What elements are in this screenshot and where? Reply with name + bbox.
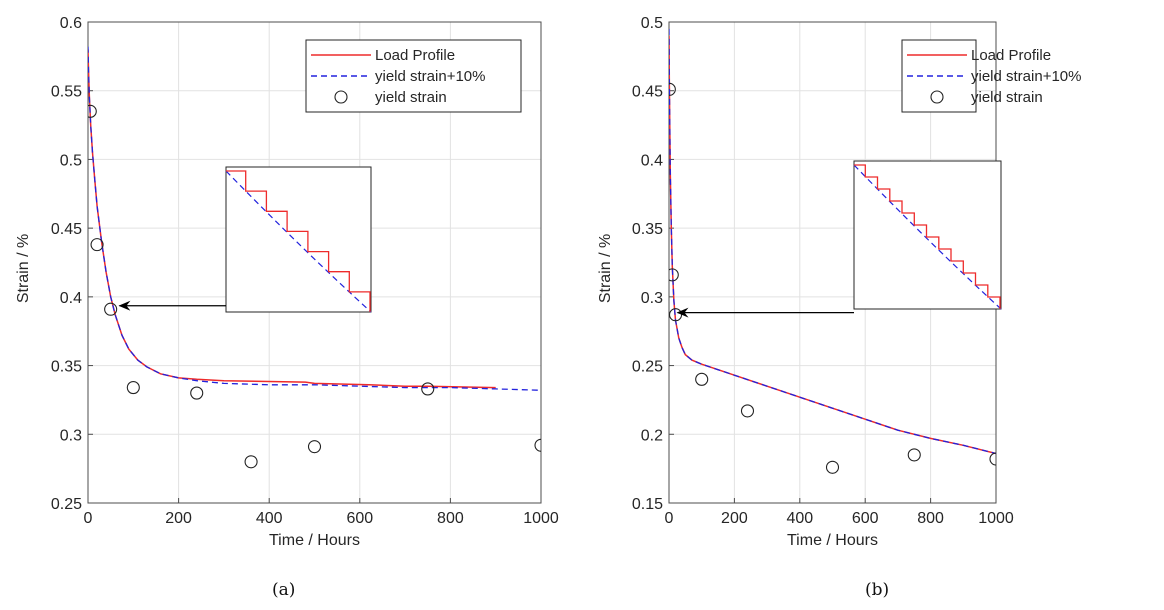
yield-strain-point — [90, 238, 104, 252]
x-tick-label: 0 — [665, 510, 674, 527]
y-axis-label: Strain / % — [597, 234, 614, 303]
yield-plus-10-line — [88, 46, 541, 391]
yield-strain-point — [989, 452, 996, 466]
inset-load-profile-steps — [854, 164, 1001, 309]
x-tick-label: 600 — [346, 510, 373, 527]
x-tick-label: 400 — [786, 510, 813, 527]
yield-strain-point — [244, 455, 258, 469]
yield-strain-point — [126, 381, 140, 395]
yield-strain-point — [740, 404, 755, 418]
y-axis-label: Strain / % — [15, 234, 32, 303]
yield-strain-point — [907, 448, 921, 462]
x-tick-label: 200 — [165, 510, 192, 527]
x-tick-label: 400 — [256, 510, 283, 527]
x-tick-label: 1000 — [523, 510, 559, 527]
y-tick-label: 0.3 — [60, 427, 82, 444]
yield-strain-point — [307, 440, 322, 454]
x-axis-label: Time / Hours — [269, 532, 360, 549]
yield-strain-point — [190, 386, 204, 400]
chart-b: 0 200 400 600 800 1000 0.15 0.2 0.25 0.3 0.35 0.4 0.… — [597, 15, 1081, 549]
yield-strain-point — [104, 302, 118, 316]
series-group — [88, 46, 541, 469]
yield-strain-point — [88, 104, 97, 118]
y-tick-label: 0.45 — [51, 221, 82, 238]
y-tick-label: 0.5 — [60, 152, 82, 169]
y-tick-label: 0.3 — [641, 290, 663, 307]
x-axis-label: Time / Hours — [787, 532, 878, 549]
load-profile-line — [88, 49, 496, 389]
y-tick-label: 0.5 — [641, 15, 663, 32]
caption-b: (b) — [865, 580, 890, 600]
chart-panel-b: 0 200 400 600 800 1000 0.15 0.2 0.25 0.3 0.35 0.4 0.… — [582, 0, 1164, 610]
x-tick-label: 600 — [852, 510, 879, 527]
inset-yield-plus-curve — [853, 164, 1002, 310]
chart-a: 0 200 400 600 800 1000 0.25 0.3 0.35 0.4 0.45 0.5 0.… — [15, 15, 559, 549]
series-group — [669, 28, 996, 474]
yield-strain-point — [669, 82, 676, 96]
legend-label: yield strain — [375, 89, 447, 106]
yield-plus-10-line — [669, 28, 996, 455]
zoom-inset-box — [853, 160, 1002, 310]
x-tick-label: 0 — [84, 510, 93, 527]
y-tick-label: 0.4 — [60, 290, 82, 307]
y-tick-label: 0.25 — [632, 359, 663, 376]
yield-strain-point — [669, 268, 679, 282]
legend-marker-yield-strain — [930, 90, 944, 104]
yield-strain-point — [825, 460, 840, 474]
y-tick-label: 0.4 — [641, 152, 663, 169]
y-tick-label: 0.55 — [51, 84, 82, 101]
y-tick-label: 0.45 — [632, 84, 663, 101]
x-tick-label: 800 — [437, 510, 464, 527]
x-tick-label: 200 — [721, 510, 748, 527]
legend-label: yield strain+10% — [971, 68, 1081, 85]
y-tick-label: 0.15 — [632, 496, 663, 513]
legend-label: yield strain — [971, 89, 1043, 106]
y-tick-label: 0.35 — [51, 359, 82, 376]
legend-label: Load Profile — [375, 47, 455, 64]
x-tick-label: 800 — [917, 510, 944, 527]
caption-a: (a) — [272, 580, 296, 600]
y-tick-label: 0.6 — [60, 15, 82, 32]
chart-panel-a: 0 200 400 600 800 1000 0.25 0.3 0.35 0.4 0.45 0.5 0.… — [15, 15, 559, 600]
x-tick-label: 1000 — [978, 510, 1014, 527]
legend-marker-yield-strain — [334, 90, 348, 104]
plot-frame — [87, 21, 542, 504]
yield-strain-point — [695, 372, 709, 386]
legend-label: Load Profile — [971, 47, 1051, 64]
y-tick-label: 0.35 — [632, 221, 663, 238]
yield-strain-point — [421, 382, 435, 396]
y-tick-label: 0.25 — [51, 496, 82, 513]
yield-strain-point — [534, 438, 541, 452]
legend-label: yield strain+10% — [375, 68, 485, 85]
y-tick-label: 0.2 — [641, 427, 663, 444]
inset-load-profile-steps — [226, 170, 371, 312]
